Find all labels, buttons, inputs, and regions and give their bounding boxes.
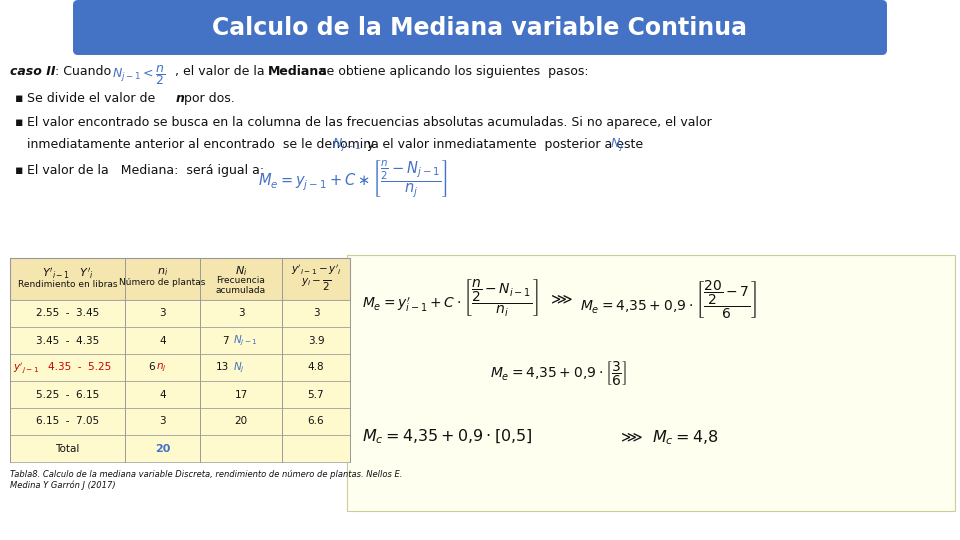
Text: El valor encontrado se busca en la columna de las frecuencias absolutas acumulad: El valor encontrado se busca en la colum… [27, 116, 711, 129]
Bar [10, 354, 350, 381]
Text: 6.15  -  7.05: 6.15 - 7.05 [36, 416, 99, 427]
Bar [10, 327, 350, 354]
Text: $\ggg$: $\ggg$ [548, 292, 573, 307]
Text: Tabla8. Calculo de la mediana variable Discreta, rendimiento de número de planta: Tabla8. Calculo de la mediana variable D… [10, 470, 402, 479]
Text: 17: 17 [234, 389, 248, 400]
Text: 3: 3 [313, 308, 320, 319]
Text: 4.8: 4.8 [308, 362, 324, 373]
Text: 4.35  -  5.25: 4.35 - 5.25 [48, 362, 111, 373]
Bar [10, 408, 350, 435]
Text: $\ggg$: $\ggg$ [618, 430, 643, 445]
Text: Calculo de la Mediana variable Continua: Calculo de la Mediana variable Continua [212, 16, 748, 40]
Text: $M_c = 4{,}8$: $M_c = 4{,}8$ [652, 428, 718, 447]
Text: Mediana: Mediana [268, 65, 327, 78]
Bar [10, 258, 350, 300]
Text: Frecuencia: Frecuencia [217, 276, 265, 285]
Text: $n_j$: $n_j$ [156, 361, 167, 374]
FancyBboxPatch shape [73, 0, 887, 55]
Text: $N_{j-1} < \dfrac{n}{2}$: $N_{j-1} < \dfrac{n}{2}$ [112, 63, 166, 87]
Text: $M_e = 4{,}35 + 0{,}9 \cdot \left[\dfrac{3}{6}\right]$: $M_e = 4{,}35 + 0{,}9 \cdot \left[\dfrac… [490, 360, 627, 388]
Text: n: n [176, 92, 185, 105]
Text: acumulada: acumulada [216, 286, 266, 295]
Text: : Cuando: : Cuando [55, 65, 111, 78]
Text: Rendimiento en libras: Rendimiento en libras [17, 280, 117, 289]
Text: 20: 20 [155, 443, 170, 454]
Bar [10, 435, 350, 462]
Text: $M_e = y_{j-1} + C \ast \left[\dfrac{\frac{n}{2} - N_{j-1}}{n_j}\right]$: $M_e = y_{j-1} + C \ast \left[\dfrac{\fr… [258, 159, 447, 200]
Text: caso II: caso II [10, 65, 56, 78]
Text: $M_c = 4{,}35 + 0{,}9 \cdot [0{,}5]$: $M_c = 4{,}35 + 0{,}9 \cdot [0{,}5]$ [362, 428, 533, 447]
Text: Se divide el valor de: Se divide el valor de [27, 92, 156, 105]
Text: , el valor de la: , el valor de la [175, 65, 265, 78]
Text: Medina Y Garrón J (2017): Medina Y Garrón J (2017) [10, 481, 115, 490]
Text: 7: 7 [223, 335, 229, 346]
Text: 5.25  -  6.15: 5.25 - 6.15 [36, 389, 99, 400]
Bar [10, 381, 350, 408]
Text: 6.6: 6.6 [308, 416, 324, 427]
Text: 4: 4 [159, 389, 166, 400]
Text: $M_e = 4{,}35 + 0{,}9 \cdot \left[\dfrac{\dfrac{20}{2} - 7}{6}\right]$: $M_e = 4{,}35 + 0{,}9 \cdot \left[\dfrac… [580, 278, 757, 321]
Text: $N_{j-1}$: $N_{j-1}$ [233, 333, 257, 348]
Text: 5.7: 5.7 [308, 389, 324, 400]
Text: $N_j$: $N_j$ [233, 360, 245, 375]
Text: 3: 3 [159, 308, 166, 319]
Text: El valor de la   Mediana:  será igual a:: El valor de la Mediana: será igual a: [27, 164, 264, 177]
Text: 20: 20 [234, 416, 248, 427]
Text: Número de plantas: Número de plantas [119, 278, 205, 287]
Text: ▪: ▪ [15, 92, 23, 105]
Text: 3.9: 3.9 [308, 335, 324, 346]
Text: 13: 13 [216, 362, 229, 373]
Text: 2.55  -  3.45: 2.55 - 3.45 [36, 308, 99, 319]
Text: ▪: ▪ [15, 164, 23, 177]
Text: $N_{j-1}$: $N_{j-1}$ [332, 136, 361, 153]
Text: $y'_{i-1} - y'_i$: $y'_{i-1} - y'_i$ [291, 263, 342, 278]
Text: por dos.: por dos. [184, 92, 235, 105]
Bar [10, 300, 350, 327]
Text: 4: 4 [159, 335, 166, 346]
Text: 3.45  -  4.35: 3.45 - 4.35 [36, 335, 99, 346]
Text: $Y'_{i-1}$   $Y'_i$: $Y'_{i-1}$ $Y'_i$ [41, 266, 93, 281]
Text: Total: Total [56, 443, 80, 454]
Text: $N_i$: $N_i$ [235, 264, 248, 278]
Text: 6: 6 [148, 362, 155, 373]
Text: 3: 3 [238, 308, 244, 319]
FancyBboxPatch shape [347, 255, 955, 511]
Text: y  el valor inmediatamente  posterior a este: y el valor inmediatamente posterior a es… [363, 138, 643, 151]
Text: $M_e = y^{\prime}_{i-1} + C \cdot \left[\dfrac{\dfrac{n}{2} - N_{i-1}}{n_i}\righ: $M_e = y^{\prime}_{i-1} + C \cdot \left[… [362, 278, 539, 319]
Text: inmediatamente anterior al encontrado  se le denomina: inmediatamente anterior al encontrado se… [27, 138, 379, 151]
Text: ▪: ▪ [15, 116, 23, 129]
Text: $n_i$: $n_i$ [156, 266, 168, 278]
Text: $N_j$: $N_j$ [610, 136, 624, 153]
Text: $y'_{j-1}$: $y'_{j-1}$ [13, 360, 39, 375]
Text: $y_i - \dfrac{\ }{2}$: $y_i - \dfrac{\ }{2}$ [301, 277, 331, 293]
Text: se obtiene aplicando los siguientes  pasos:: se obtiene aplicando los siguientes paso… [320, 65, 588, 78]
Text: 3: 3 [159, 416, 166, 427]
